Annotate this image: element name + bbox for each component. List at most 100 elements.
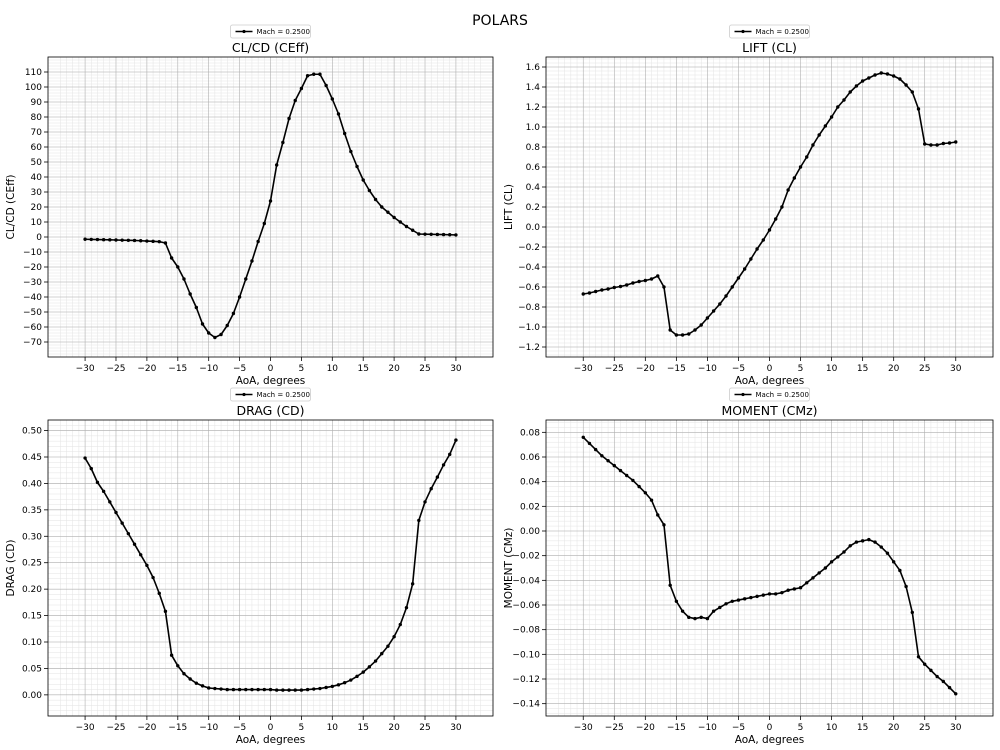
- data-point: [935, 143, 939, 147]
- data-point: [262, 221, 267, 226]
- data-point: [355, 164, 359, 169]
- data-point: [244, 687, 248, 692]
- y-tick-label: 1.2: [526, 103, 540, 113]
- data-point: [176, 265, 180, 269]
- data-point: [392, 635, 396, 639]
- data-point: [954, 692, 958, 696]
- y-tick-label: 0.45: [22, 453, 42, 463]
- y-tick-label: −0.08: [512, 626, 540, 636]
- data-point: [649, 498, 654, 502]
- data-point: [587, 291, 592, 295]
- data-point: [324, 83, 328, 88]
- data-point: [454, 233, 458, 237]
- data-point: [693, 616, 697, 621]
- y-tick-label: −60: [23, 323, 42, 333]
- data-point: [330, 684, 335, 689]
- data-point: [182, 277, 186, 281]
- data-point: [101, 238, 106, 242]
- x-tick-label: 20: [888, 364, 900, 374]
- data-point: [274, 688, 279, 692]
- x-tick-label: −15: [168, 723, 187, 733]
- y-tick-label: 1.6: [526, 63, 541, 73]
- legend: Mach = 0.2500: [729, 387, 810, 402]
- y-tick-label: 80: [31, 113, 43, 123]
- x-tick-label: 5: [299, 364, 305, 374]
- x-axis-label: AoA, degrees: [735, 734, 805, 746]
- legend-label: Mach = 0.2500: [756, 391, 809, 399]
- data-point: [404, 605, 409, 610]
- data-point: [139, 553, 143, 557]
- data-point: [132, 238, 137, 243]
- data-point: [854, 540, 859, 544]
- data-point: [885, 72, 890, 76]
- x-tick-label: −20: [137, 723, 156, 733]
- y-axis-label: MOMENT (CMz): [503, 528, 515, 609]
- x-tick-label: 20: [388, 723, 400, 733]
- x-tick-label: 25: [919, 723, 930, 733]
- data-point: [423, 500, 427, 504]
- y-tick-label: 0.25: [22, 559, 42, 569]
- x-tick-label: −10: [199, 364, 218, 374]
- data-point: [904, 584, 908, 589]
- y-tick-label: 1.0: [526, 123, 541, 133]
- data-point: [281, 688, 285, 692]
- data-point: [349, 678, 353, 682]
- data-point: [618, 284, 623, 289]
- x-tick-label: 10: [327, 723, 339, 733]
- legend-marker: [741, 392, 745, 397]
- x-tick-label: −25: [605, 364, 624, 374]
- x-tick-label: 20: [388, 364, 400, 374]
- data-point: [219, 332, 223, 337]
- data-point: [213, 335, 217, 340]
- data-point: [923, 662, 927, 666]
- data-point: [749, 257, 753, 261]
- legend-marker: [242, 29, 246, 34]
- data-point: [774, 592, 778, 596]
- data-point: [120, 238, 124, 242]
- data-point: [95, 480, 100, 485]
- data-point: [126, 238, 131, 242]
- x-axis-label: AoA, degrees: [236, 734, 306, 746]
- data-point: [281, 140, 285, 145]
- data-point: [312, 687, 316, 691]
- y-tick-label: −0.14: [512, 700, 540, 710]
- plot-cl-cd: −30 −25 −20 −15 −10 −5 0 5 10 15 20 25 30−70−60−50−4…: [5, 24, 494, 387]
- data-point: [792, 587, 797, 591]
- data-point: [854, 84, 859, 88]
- x-tick-label: −25: [106, 364, 125, 374]
- data-point: [848, 544, 852, 548]
- figure-title: POLARS: [472, 13, 528, 29]
- data-point: [336, 683, 341, 687]
- x-tick-label: −15: [667, 723, 686, 733]
- data-point: [145, 239, 149, 243]
- x-tick-label: 30: [450, 723, 462, 733]
- x-axis-label: AoA, degrees: [236, 375, 306, 387]
- data-point: [380, 651, 384, 656]
- data-point: [163, 609, 168, 614]
- data-point: [929, 143, 933, 147]
- data-point: [386, 644, 390, 648]
- data-point: [836, 105, 840, 109]
- data-point: [293, 688, 297, 692]
- y-tick-label: −10: [23, 248, 42, 258]
- x-tick-label: 25: [419, 364, 430, 374]
- data-point: [392, 215, 396, 220]
- x-tick-label: 30: [950, 723, 962, 733]
- data-point: [699, 323, 703, 327]
- data-point: [299, 688, 304, 692]
- data-point: [923, 142, 927, 146]
- x-tick-label: 15: [357, 364, 368, 374]
- data-point: [287, 688, 291, 692]
- y-tick-label: 0.50: [22, 427, 42, 437]
- data-point: [811, 143, 815, 147]
- y-tick-label: 0.40: [22, 479, 42, 489]
- data-point: [916, 655, 921, 659]
- y-tick-label: −0.10: [512, 650, 540, 660]
- data-point: [380, 205, 384, 209]
- y-tick-label: 0.4: [526, 183, 541, 193]
- legend: Mach = 0.2500: [729, 24, 810, 39]
- data-point: [194, 681, 199, 685]
- data-point: [680, 333, 685, 337]
- data-point: [711, 609, 716, 613]
- data-point: [780, 205, 784, 209]
